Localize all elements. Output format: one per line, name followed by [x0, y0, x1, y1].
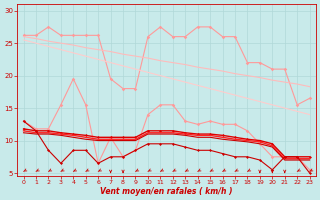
X-axis label: Vent moyen/en rafales ( km/h ): Vent moyen/en rafales ( km/h ): [100, 187, 233, 196]
